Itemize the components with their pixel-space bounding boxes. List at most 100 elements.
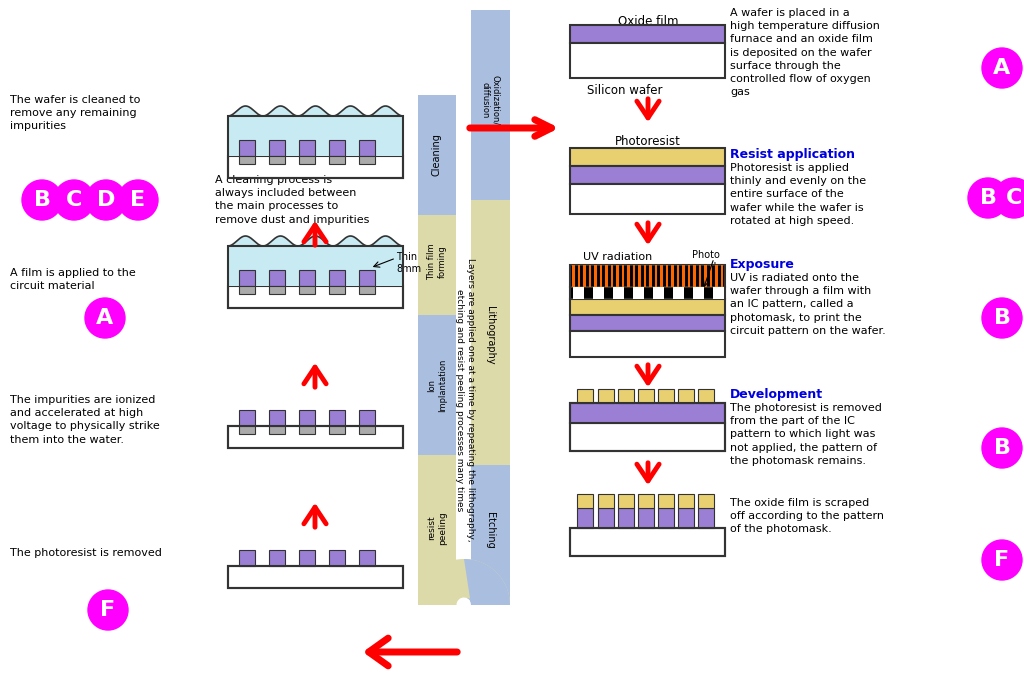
Bar	[359, 410, 375, 426]
Circle shape	[85, 298, 125, 338]
Text: UV is radiated onto the
wafer through a film with
an IC pattern, called a
photom: UV is radiated onto the wafer through a …	[730, 273, 886, 336]
Bar	[329, 550, 345, 566]
Bar	[693, 265, 695, 287]
Text: The oxide film is scraped
off according to the pattern
of the photomask.: The oxide film is scraped off according …	[730, 498, 884, 534]
Text: A wafer is placed in a
high temperature diffusion
furnace and an oxide film
is d: A wafer is placed in a high temperature …	[730, 8, 880, 97]
Polygon shape	[464, 559, 510, 605]
Bar	[228, 426, 403, 448]
Bar	[627, 265, 630, 287]
Bar	[269, 410, 285, 426]
Bar	[471, 465, 510, 605]
Bar	[598, 494, 614, 508]
Text: resist
peeling: resist peeling	[427, 511, 446, 545]
Bar	[228, 286, 403, 308]
Bar	[228, 116, 403, 156]
Bar	[570, 315, 725, 331]
Bar	[239, 426, 255, 434]
Bar	[638, 389, 654, 403]
Bar	[577, 494, 593, 508]
Bar	[418, 95, 456, 215]
Bar	[653, 287, 664, 299]
Circle shape	[54, 180, 94, 220]
Bar	[239, 286, 255, 294]
Text: Oxidization/
diffusion: Oxidization/ diffusion	[481, 75, 500, 125]
Bar	[638, 494, 654, 508]
Bar	[570, 287, 725, 299]
Text: Thin film
forming: Thin film forming	[427, 244, 446, 281]
Bar	[570, 265, 725, 287]
Bar	[677, 265, 679, 287]
Text: Photo
mask: Photo mask	[692, 250, 720, 272]
Bar	[618, 389, 634, 403]
Bar	[598, 389, 614, 403]
Bar	[471, 10, 510, 205]
Bar	[682, 265, 684, 287]
Bar	[299, 140, 315, 156]
Bar	[698, 265, 701, 287]
Bar	[570, 299, 725, 315]
Bar	[471, 200, 510, 470]
Bar	[239, 410, 255, 426]
Bar	[418, 215, 456, 315]
Bar	[705, 265, 707, 287]
Bar	[589, 265, 591, 287]
Bar	[605, 265, 607, 287]
Bar	[570, 331, 725, 357]
Text: Etching: Etching	[485, 512, 496, 548]
Bar	[570, 184, 725, 214]
Bar	[583, 265, 586, 287]
Bar	[228, 246, 403, 308]
Bar	[570, 166, 725, 184]
Text: B: B	[993, 438, 1011, 458]
Bar	[633, 265, 635, 287]
Text: A cleaning process is
always included between
the main processes to
remove dust : A cleaning process is always included be…	[215, 175, 370, 224]
Bar	[329, 426, 345, 434]
Bar	[573, 287, 584, 299]
Text: The photoresist is removed
from the part of the IC
pattern to which light was
no: The photoresist is removed from the part…	[730, 403, 882, 466]
Bar	[649, 265, 651, 287]
Bar	[269, 286, 285, 294]
Bar	[678, 389, 694, 403]
Bar	[678, 508, 694, 528]
Text: Lithography: Lithography	[485, 306, 496, 364]
Bar	[570, 403, 725, 451]
Text: Layers are applied one at a time by repeating the lithography,
etching and resis: Layers are applied one at a time by repe…	[455, 258, 475, 542]
Bar	[613, 287, 624, 299]
Bar	[228, 246, 403, 286]
Bar	[228, 426, 403, 448]
Text: A: A	[993, 58, 1011, 78]
Text: Photoresist is applied
thinly and evenly on the
entire surface of the
wafer whil: Photoresist is applied thinly and evenly…	[730, 163, 866, 226]
Bar	[698, 494, 714, 508]
Bar	[618, 508, 634, 528]
Text: UV radiation: UV radiation	[584, 252, 652, 262]
Bar	[693, 287, 705, 299]
Bar	[578, 265, 580, 287]
Bar	[577, 508, 593, 528]
Circle shape	[982, 540, 1022, 580]
Text: F: F	[994, 550, 1010, 570]
Circle shape	[88, 590, 128, 630]
Bar	[577, 389, 593, 403]
Bar	[598, 508, 614, 528]
Circle shape	[982, 428, 1022, 468]
Bar	[658, 389, 674, 403]
Text: Exposure: Exposure	[730, 258, 795, 271]
Text: The photoresist is removed: The photoresist is removed	[10, 548, 162, 558]
Circle shape	[22, 180, 62, 220]
Bar	[239, 270, 255, 286]
Bar	[570, 528, 725, 556]
Bar	[593, 287, 604, 299]
Circle shape	[982, 298, 1022, 338]
Circle shape	[994, 178, 1024, 218]
Bar	[713, 287, 724, 299]
Bar	[359, 286, 375, 294]
Text: A: A	[96, 308, 114, 328]
Bar	[666, 265, 668, 287]
Bar	[269, 270, 285, 286]
Bar	[299, 270, 315, 286]
Bar	[329, 410, 345, 426]
Text: Oxide film: Oxide film	[617, 15, 678, 28]
Bar	[239, 140, 255, 156]
Bar	[698, 389, 714, 403]
Bar	[618, 494, 634, 508]
